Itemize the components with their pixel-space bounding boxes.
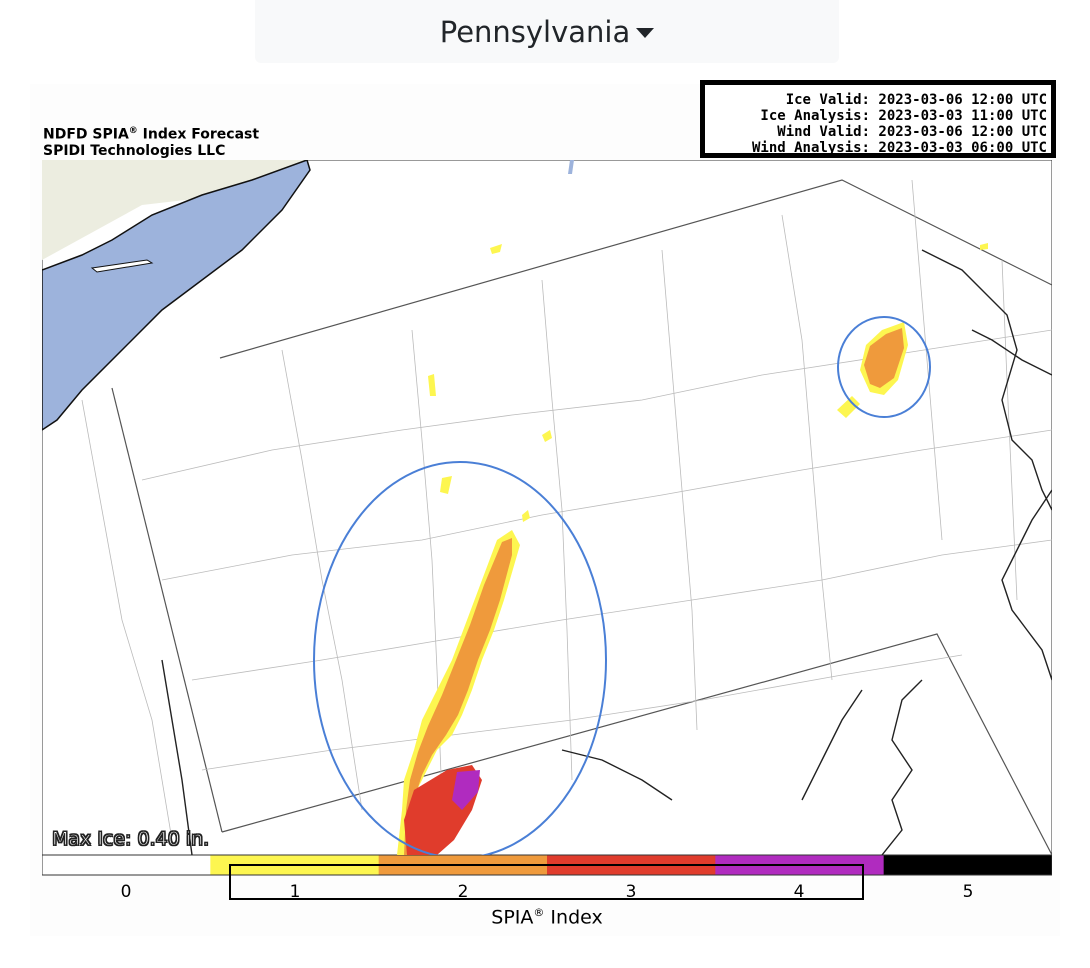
forecast-info-box: Ice Valid: 2023-03-06 12:00 UTC Ice Anal…: [700, 80, 1056, 158]
tick-1: 1: [289, 882, 301, 902]
state-boundaries: [161, 249, 1052, 855]
title-text: NDFD SPIA: [43, 126, 129, 143]
wind-analysis: Wind Analysis: 2023-03-03 06:00 UTC: [751, 140, 1047, 156]
tick-2: 2: [457, 882, 469, 902]
ice-swath-northeast: [837, 322, 908, 418]
figure-subtitle: SPIDI Technologies LLC: [43, 142, 226, 159]
misc-ice-specks: [428, 243, 988, 442]
colorbar-registered-mark: ®: [533, 906, 545, 919]
domain-edge-left: [111, 387, 223, 833]
domain-edge-bottom: [221, 633, 1052, 855]
map-frame: [42, 160, 1052, 855]
colorbar-label-suffix: Index: [544, 906, 603, 929]
state-dropdown[interactable]: Pennsylvania: [255, 0, 839, 63]
caret-down-icon: [636, 27, 655, 38]
tick-0: 0: [120, 882, 132, 902]
colorbar-segment-0: [42, 855, 211, 875]
wind-valid: Wind Valid: 2023-03-06 12:00 UTC: [777, 124, 1047, 140]
tick-5: 5: [962, 882, 974, 902]
ice-swath-central: [397, 476, 530, 855]
pennsylvania-map: [42, 160, 1052, 855]
lake-erie: [42, 160, 311, 431]
title-suffix: Index Forecast: [137, 126, 260, 143]
colorbar-label-text: SPIA: [491, 906, 534, 929]
figure-title: NDFD SPIA® Index Forecast SPIDI Technolo…: [43, 123, 259, 159]
tick-4: 4: [793, 882, 805, 902]
domain-edge-top: [219, 179, 1052, 359]
state-dropdown-label: Pennsylvania: [439, 14, 631, 49]
circle-annotation-northeast: [837, 316, 931, 418]
colorbar-label: SPIA® Index: [491, 906, 602, 928]
title-registered-mark: ®: [128, 126, 138, 136]
ice-analysis: Ice Analysis: 2023-03-03 11:00 UTC: [760, 108, 1047, 124]
small-lake: [568, 160, 574, 174]
colorbar-segment-5: [883, 855, 1052, 875]
long-point: [90, 259, 154, 273]
max-ice-label: Max Ice: 0.40 in.: [51, 828, 210, 851]
ice-valid: Ice Valid: 2023-03-06 12:00 UTC: [785, 92, 1047, 108]
colorbar-frame: [42, 855, 1052, 876]
colorbar-highlight-box: [229, 864, 864, 900]
county-boundaries: [81, 179, 1052, 841]
tick-3: 3: [625, 882, 637, 902]
circle-annotation-central: [313, 461, 607, 855]
